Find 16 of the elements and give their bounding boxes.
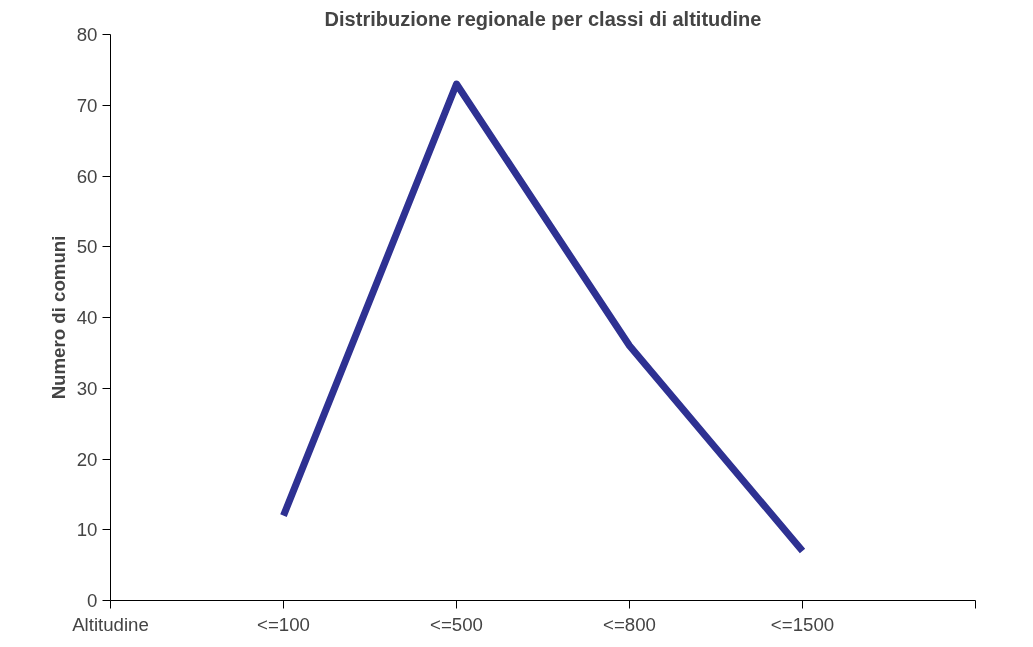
y-tick-label: 0: [87, 590, 98, 611]
y-axis-title: Numero di comuni: [47, 235, 69, 400]
x-tick-label: <=100: [257, 613, 310, 635]
y-tick-label: 10: [76, 519, 98, 541]
y-tick-label: 70: [76, 94, 98, 116]
x-tick-label: <=1500: [770, 613, 835, 635]
y-tick-label: 50: [76, 236, 98, 258]
chart-title: Distribuzione regionale per classi di altitudine: [324, 7, 762, 30]
y-tick-label: 60: [76, 165, 98, 187]
y-tick-label: 20: [76, 448, 98, 470]
x-tick-label: <=500: [430, 613, 483, 635]
y-tick-label: 40: [76, 307, 98, 328]
y-tick-label: 30: [76, 377, 98, 399]
x-tick-label: <=800: [603, 613, 656, 635]
y-tick-label: 80: [76, 24, 98, 45]
x-tick-label: Altitudine: [72, 613, 149, 635]
